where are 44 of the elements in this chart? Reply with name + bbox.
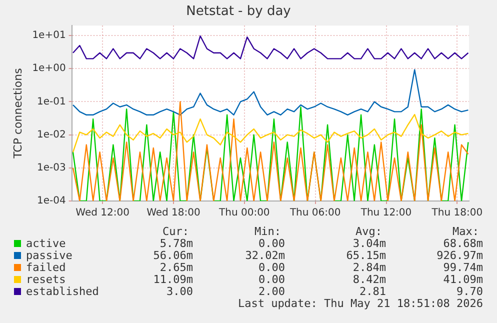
text: 68.68m <box>443 237 483 250</box>
text: 99.74m <box>443 261 483 274</box>
legend-label: resets <box>26 273 66 286</box>
text: 9.70 <box>456 285 483 298</box>
y-tick-label: 1e+01 <box>32 30 66 42</box>
text: 0.00 <box>258 273 285 286</box>
text: 2.65m <box>160 261 193 274</box>
text: 3.00 <box>166 285 193 298</box>
text: 926.97m <box>436 249 483 262</box>
text: Max: <box>452 225 479 238</box>
y-tick-label: 1e+00 <box>32 63 66 74</box>
text: 11.09m <box>153 273 193 286</box>
text: 41.09m <box>443 273 483 286</box>
text: 56.06m <box>153 249 193 262</box>
x-tick-label: Thu 12:00 <box>360 208 412 219</box>
x-tick-label: Thu 18:00 <box>430 208 483 219</box>
y-tick-label: 1e-02 <box>36 129 66 140</box>
legend-label: active <box>26 237 66 250</box>
y-axis-title: TCP connections <box>11 68 24 160</box>
text: 0.00 <box>258 261 285 274</box>
text: 2.00 <box>258 285 285 298</box>
text: Min: <box>254 225 281 238</box>
text: Cur: <box>162 225 189 238</box>
legend-label: passive <box>26 249 72 262</box>
text: 8.42m <box>352 273 386 286</box>
text: Last update: Thu May 21 18:51:08 2026 <box>238 297 483 310</box>
y-tick-label: 1e-01 <box>36 96 66 108</box>
text: 5.78m <box>160 237 193 250</box>
text: 0.00 <box>258 237 285 250</box>
x-tick-label: Thu 00:00 <box>218 208 270 219</box>
text: 2.84m <box>352 261 386 274</box>
text: 3.04m <box>352 237 386 250</box>
y-tick-label: 1e-04 <box>36 196 66 207</box>
x-tick-label: Wed 12:00 <box>76 208 130 219</box>
chart-title: Netstat - by day <box>186 4 292 20</box>
x-tick-label: Wed 18:00 <box>146 208 200 219</box>
legend-label: failed <box>26 261 66 274</box>
x-tick-label: Thu 06:00 <box>288 208 341 219</box>
text: Avg: <box>356 225 382 238</box>
text: 65.15m <box>346 249 386 262</box>
y-tick-label: 1e-03 <box>36 162 66 174</box>
text: 32.02m <box>245 249 285 262</box>
legend-label: established <box>26 285 99 298</box>
text: 2.81 <box>360 285 386 298</box>
